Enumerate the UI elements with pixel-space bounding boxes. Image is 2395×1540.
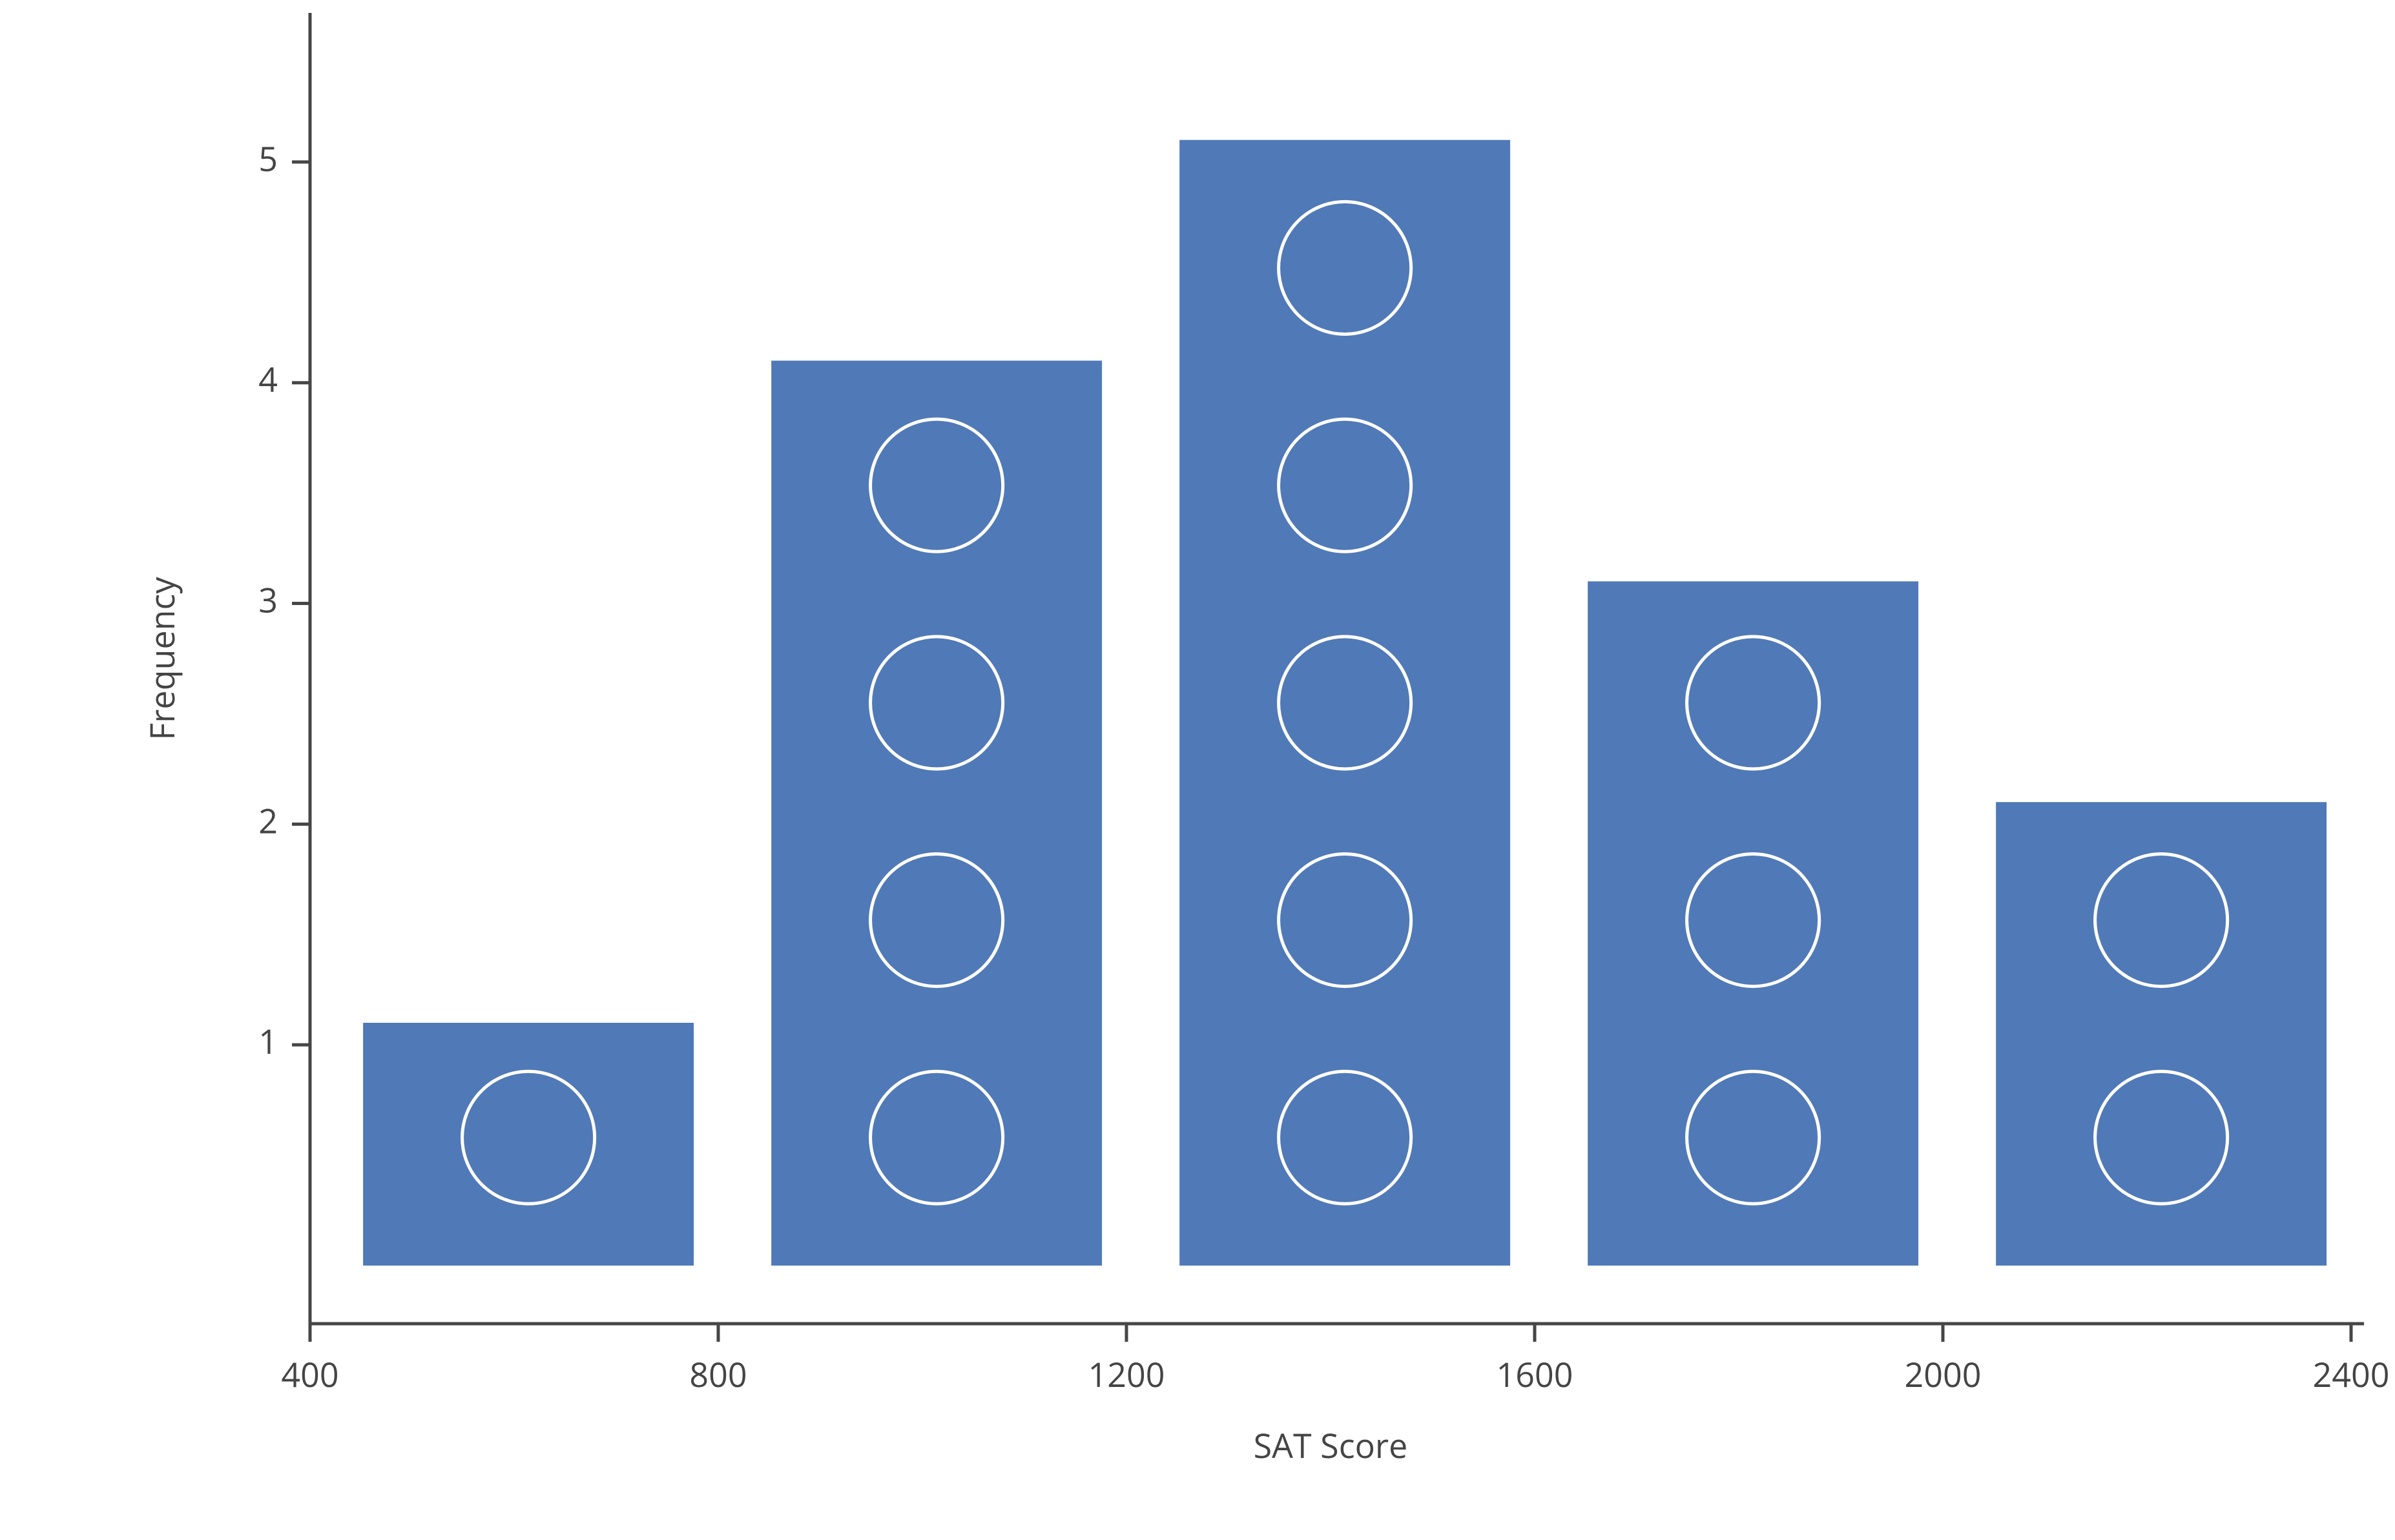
- histogram-bar: [363, 1023, 694, 1266]
- x-tick-label: 800: [689, 1351, 747, 1397]
- x-tick-label: 2400: [2313, 1351, 2390, 1397]
- y-tick-label: 2: [258, 797, 278, 843]
- chart-container: 1 2 3 4 5 400 800 1200 1600 2000 2400 SAT Score Freq…: [0, 0, 2395, 1540]
- y-tick-label: 1: [258, 1018, 278, 1064]
- x-axis-label: SAT Score: [1254, 1422, 1408, 1468]
- x-tick-label: 400: [281, 1351, 338, 1397]
- histogram-bar: [1996, 802, 2327, 1266]
- x-tick-label: 2000: [1905, 1351, 1982, 1397]
- histogram-bar: [771, 361, 1102, 1266]
- y-tick-label: 3: [258, 577, 278, 622]
- y-axis-label: Frequency: [139, 577, 185, 741]
- histogram-bar: [1588, 581, 1918, 1266]
- histogram-chart: 1 2 3 4 5 400 800 1200 1600 2000 2400 SAT Score Freq…: [0, 0, 2395, 1540]
- x-tick-label: 1200: [1088, 1351, 1165, 1397]
- y-tick-label: 5: [258, 136, 278, 181]
- y-tick-label: 4: [258, 356, 278, 402]
- x-tick-label: 1600: [1497, 1351, 1573, 1397]
- histogram-bar: [1179, 140, 1510, 1266]
